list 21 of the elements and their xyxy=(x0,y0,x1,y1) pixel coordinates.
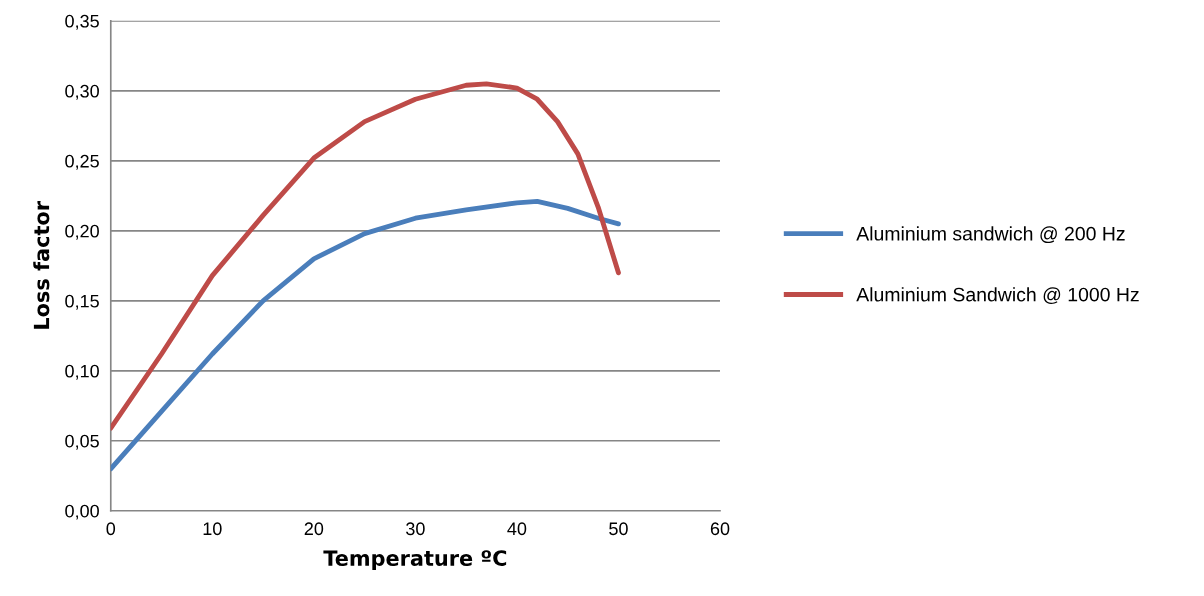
legend-label: Aluminium Sandwich @ 1000 Hz xyxy=(856,287,1139,304)
x-tick-label: 30 xyxy=(406,522,425,536)
line-series xyxy=(110,199,621,472)
x-tick-label: 0 xyxy=(106,522,116,536)
line-series xyxy=(110,81,621,431)
x-tick-label: 60 xyxy=(710,522,730,536)
x-tick-label: 10 xyxy=(203,522,222,536)
y-tick-label: 0,35 xyxy=(65,14,99,30)
x-tick-label: 20 xyxy=(304,522,324,536)
y-tick-label: 0,10 xyxy=(65,364,99,380)
x-tick-label: 40 xyxy=(507,522,527,536)
legend-label: Aluminium sandwich @ 200 Hz xyxy=(856,226,1125,244)
x-tick-label: 50 xyxy=(609,522,628,536)
y-tick-label: 0,25 xyxy=(65,154,99,170)
y-tick-label: 0,30 xyxy=(65,84,99,100)
y-tick-label: 0,05 xyxy=(65,434,99,450)
y-axis-title: Loss factor xyxy=(33,201,50,329)
x-axis-title: Temperature ºC xyxy=(323,550,507,570)
y-tick-label: 0,20 xyxy=(65,224,99,240)
y-tick-label: 0,00 xyxy=(65,504,99,520)
y-tick-label: 0,15 xyxy=(65,294,99,310)
